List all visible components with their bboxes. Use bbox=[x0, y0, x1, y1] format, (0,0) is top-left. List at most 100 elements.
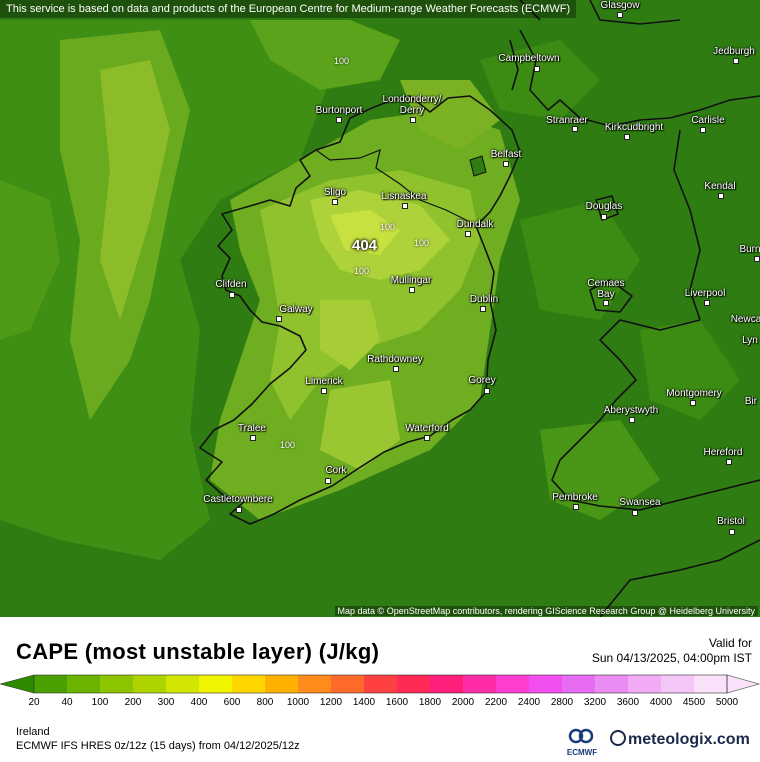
region-label: Ireland bbox=[16, 726, 50, 738]
valid-label: Valid for bbox=[708, 636, 752, 650]
city-label: Castletownbere bbox=[203, 494, 273, 505]
scale-cell bbox=[628, 675, 662, 693]
city-marker bbox=[321, 388, 327, 394]
meteologix-mark-icon bbox=[610, 730, 626, 746]
scale-cell bbox=[430, 675, 464, 693]
brand-text: meteologix.com bbox=[628, 731, 750, 748]
city-marker bbox=[229, 292, 235, 298]
city-marker bbox=[729, 529, 735, 535]
cape-peak-value: 404 bbox=[352, 237, 378, 254]
ecmwf-attribution: This service is based on data and produc… bbox=[0, 0, 577, 18]
city-marker bbox=[704, 300, 710, 306]
city-marker bbox=[250, 435, 256, 441]
scale-cell bbox=[595, 675, 629, 693]
scale-cell bbox=[133, 675, 167, 693]
scale-tick-label: 2400 bbox=[517, 697, 541, 708]
scale-tick-label: 1600 bbox=[385, 697, 409, 708]
scale-tick-label: 2000 bbox=[451, 697, 475, 708]
city-marker bbox=[276, 316, 282, 322]
city-marker bbox=[332, 199, 338, 205]
city-label: Waterford bbox=[405, 423, 449, 434]
scale-cell bbox=[694, 675, 728, 693]
scale-cell bbox=[463, 675, 497, 693]
scale-cell bbox=[364, 675, 398, 693]
city-label: Douglas bbox=[585, 201, 623, 212]
contour-label: 100 bbox=[414, 238, 430, 248]
city-marker bbox=[690, 400, 696, 406]
city-label: Gorey bbox=[468, 375, 496, 386]
city-marker bbox=[754, 256, 760, 262]
city-label: Bristol bbox=[717, 516, 745, 527]
city-marker bbox=[718, 193, 724, 199]
city-marker bbox=[603, 300, 609, 306]
scale-tick-label: 3600 bbox=[616, 697, 640, 708]
scale-tick-label: 1200 bbox=[319, 697, 343, 708]
city-label: Cemaes bbox=[587, 278, 625, 289]
city-label: Swansea bbox=[619, 497, 661, 508]
city-label: Limerick bbox=[305, 376, 343, 387]
scale-tick-label: 600 bbox=[223, 697, 241, 708]
city-label: Lyn bbox=[742, 335, 758, 346]
city-label: Jedburgh bbox=[713, 46, 755, 57]
city-marker bbox=[409, 287, 415, 293]
city-marker bbox=[480, 306, 486, 312]
city-marker bbox=[393, 366, 399, 372]
city-label: Newca bbox=[730, 314, 760, 325]
scale-tick-label: 400 bbox=[190, 697, 208, 708]
scale-cell bbox=[265, 675, 299, 693]
city-label: Montgomery bbox=[666, 388, 722, 399]
scale-frame bbox=[33, 674, 728, 694]
city-label: Dundalk bbox=[456, 219, 494, 230]
scale-tick-label: 3200 bbox=[583, 697, 607, 708]
scale-cell bbox=[529, 675, 563, 693]
scale-arrow-high bbox=[726, 674, 760, 694]
color-scale bbox=[0, 674, 760, 694]
city-marker bbox=[573, 504, 579, 510]
city-label: Burtonport bbox=[315, 105, 363, 116]
city-marker bbox=[572, 126, 578, 132]
scale-cell bbox=[199, 675, 233, 693]
city-marker bbox=[503, 161, 509, 167]
ecmwf-logo: ECMWF bbox=[562, 727, 602, 762]
scale-cell bbox=[331, 675, 365, 693]
city-label: Hereford bbox=[703, 447, 743, 458]
city-label: Pembroke bbox=[552, 492, 598, 503]
scale-cell bbox=[397, 675, 431, 693]
contour-label: 100 bbox=[354, 266, 370, 276]
city-label: Liverpool bbox=[684, 288, 726, 299]
city-label: Derry bbox=[399, 105, 425, 116]
scale-tick-label: 200 bbox=[124, 697, 142, 708]
scale-tick-label: 2800 bbox=[550, 697, 574, 708]
city-label: Carlisle bbox=[691, 115, 725, 126]
city-label: Belfast bbox=[490, 149, 522, 160]
city-label: Rathdowney bbox=[367, 354, 423, 365]
scale-cell bbox=[661, 675, 695, 693]
scale-tick-label: 4000 bbox=[649, 697, 673, 708]
city-label: Burn bbox=[739, 244, 760, 255]
scale-tick-label: 100 bbox=[91, 697, 109, 708]
city-label: Sligo bbox=[323, 187, 347, 198]
scale-tick-label: 1000 bbox=[286, 697, 310, 708]
scale-arrow-low bbox=[0, 674, 35, 694]
valid-time-block: Valid for Sun 04/13/2025, 04:00pm IST bbox=[592, 636, 752, 666]
scale-cell bbox=[166, 675, 200, 693]
legend-title: CAPE (most unstable layer) (J/kg) bbox=[16, 639, 380, 664]
cape-map[interactable]: This service is based on data and produc… bbox=[0, 0, 760, 617]
scale-tick-label: 1800 bbox=[418, 697, 442, 708]
scale-cell bbox=[496, 675, 530, 693]
city-marker bbox=[617, 12, 623, 18]
city-label: Clifden bbox=[215, 279, 247, 290]
map-attribution: Map data © OpenStreetMap contributors, r… bbox=[334, 606, 758, 616]
city-marker bbox=[601, 214, 607, 220]
city-label: Cork bbox=[325, 465, 347, 476]
scale-cell bbox=[298, 675, 332, 693]
valid-time: Sun 04/13/2025, 04:00pm IST bbox=[591, 651, 752, 665]
scale-cell bbox=[34, 675, 68, 693]
contour-label: 100 bbox=[280, 440, 296, 450]
city-label: Tralee bbox=[238, 423, 266, 434]
meteologix-brand[interactable]: meteologix.com bbox=[610, 730, 750, 749]
scale-tick-label: 20 bbox=[28, 697, 40, 708]
city-label: Kirkcudbright bbox=[604, 122, 664, 133]
city-label: Dublin bbox=[469, 294, 499, 305]
scale-cell bbox=[100, 675, 134, 693]
